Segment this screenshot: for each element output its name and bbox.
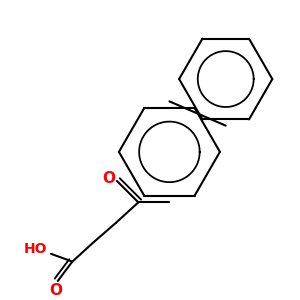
Text: O: O [103,171,116,186]
Text: O: O [49,283,62,298]
Text: HO: HO [24,242,47,256]
